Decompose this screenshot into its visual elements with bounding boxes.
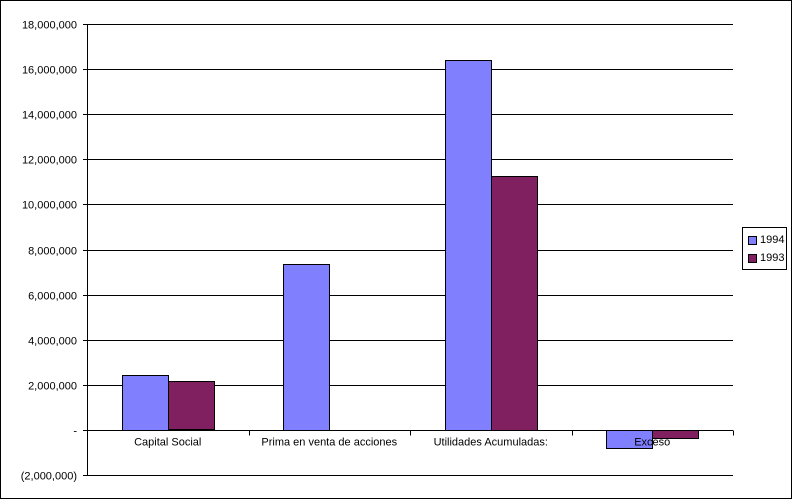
legend-label-1993: 1993 [760, 252, 785, 264]
y-tick-label: (2,000,000) [21, 471, 77, 483]
bar-1994-1 [122, 375, 169, 431]
category-labels: Capital Social Prima en venta de acciones… [134, 437, 670, 449]
legend: 1994 1993 [742, 227, 787, 270]
bars [122, 60, 699, 449]
y-tick-label: 16,000,000 [22, 65, 77, 77]
y-tick-label: 14,000,000 [22, 110, 77, 122]
y-tick-label: 18,000,000 [22, 20, 77, 32]
axes [83, 24, 734, 476]
legend-item-1994: 1994 [748, 233, 784, 247]
category-label: Utilidades Acumuladas: [434, 437, 548, 449]
y-tick-label: 12,000,000 [22, 155, 77, 167]
legend-swatch-1993 [748, 253, 757, 263]
y-tick-label: 2,000,000 [28, 381, 77, 393]
y-tick-label: - [73, 426, 77, 438]
legend-swatch-1994 [748, 235, 757, 245]
bar-1993-1 [168, 381, 215, 430]
bar-1994-2 [283, 264, 330, 431]
bar-1994-3 [445, 60, 492, 431]
legend-label-1994: 1994 [760, 234, 785, 246]
y-tick-label: 8,000,000 [28, 246, 77, 258]
category-label: Capital Social [134, 437, 201, 449]
y-tick-label: 10,000,000 [22, 200, 77, 212]
y-tick-labels: (2,000,000) - 2,000,000 4,000,000 6,000,000 8… [21, 20, 78, 483]
y-tick-label: 6,000,000 [28, 291, 77, 303]
category-label: Exceso [634, 437, 670, 449]
legend-item-1993: 1993 [748, 251, 784, 265]
category-label: Prima en venta de acciones [261, 437, 397, 449]
bar-1993-3 [491, 176, 538, 431]
y-tick-label: 4,000,000 [28, 336, 77, 348]
